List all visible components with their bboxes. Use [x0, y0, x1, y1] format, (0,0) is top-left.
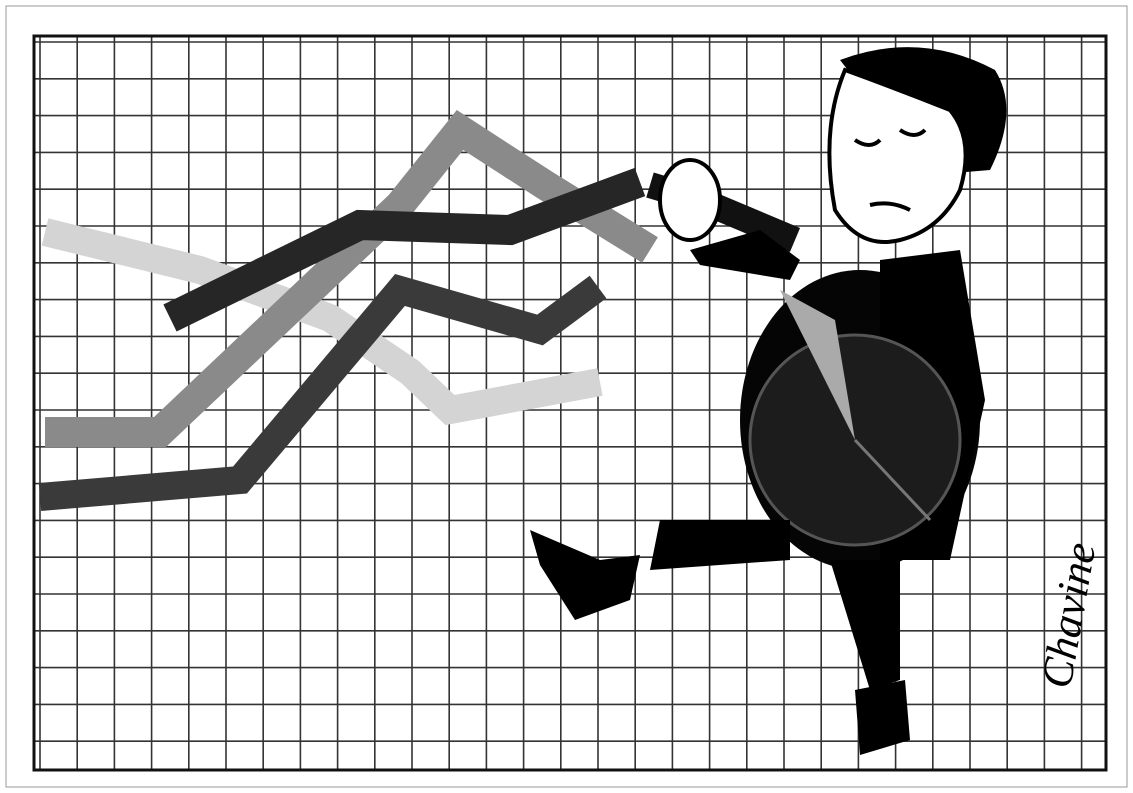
hand — [660, 160, 720, 240]
cartoon: Chavine — [0, 0, 1133, 793]
page: Chavine (() => { const data = JSON.parse… — [0, 0, 1133, 793]
